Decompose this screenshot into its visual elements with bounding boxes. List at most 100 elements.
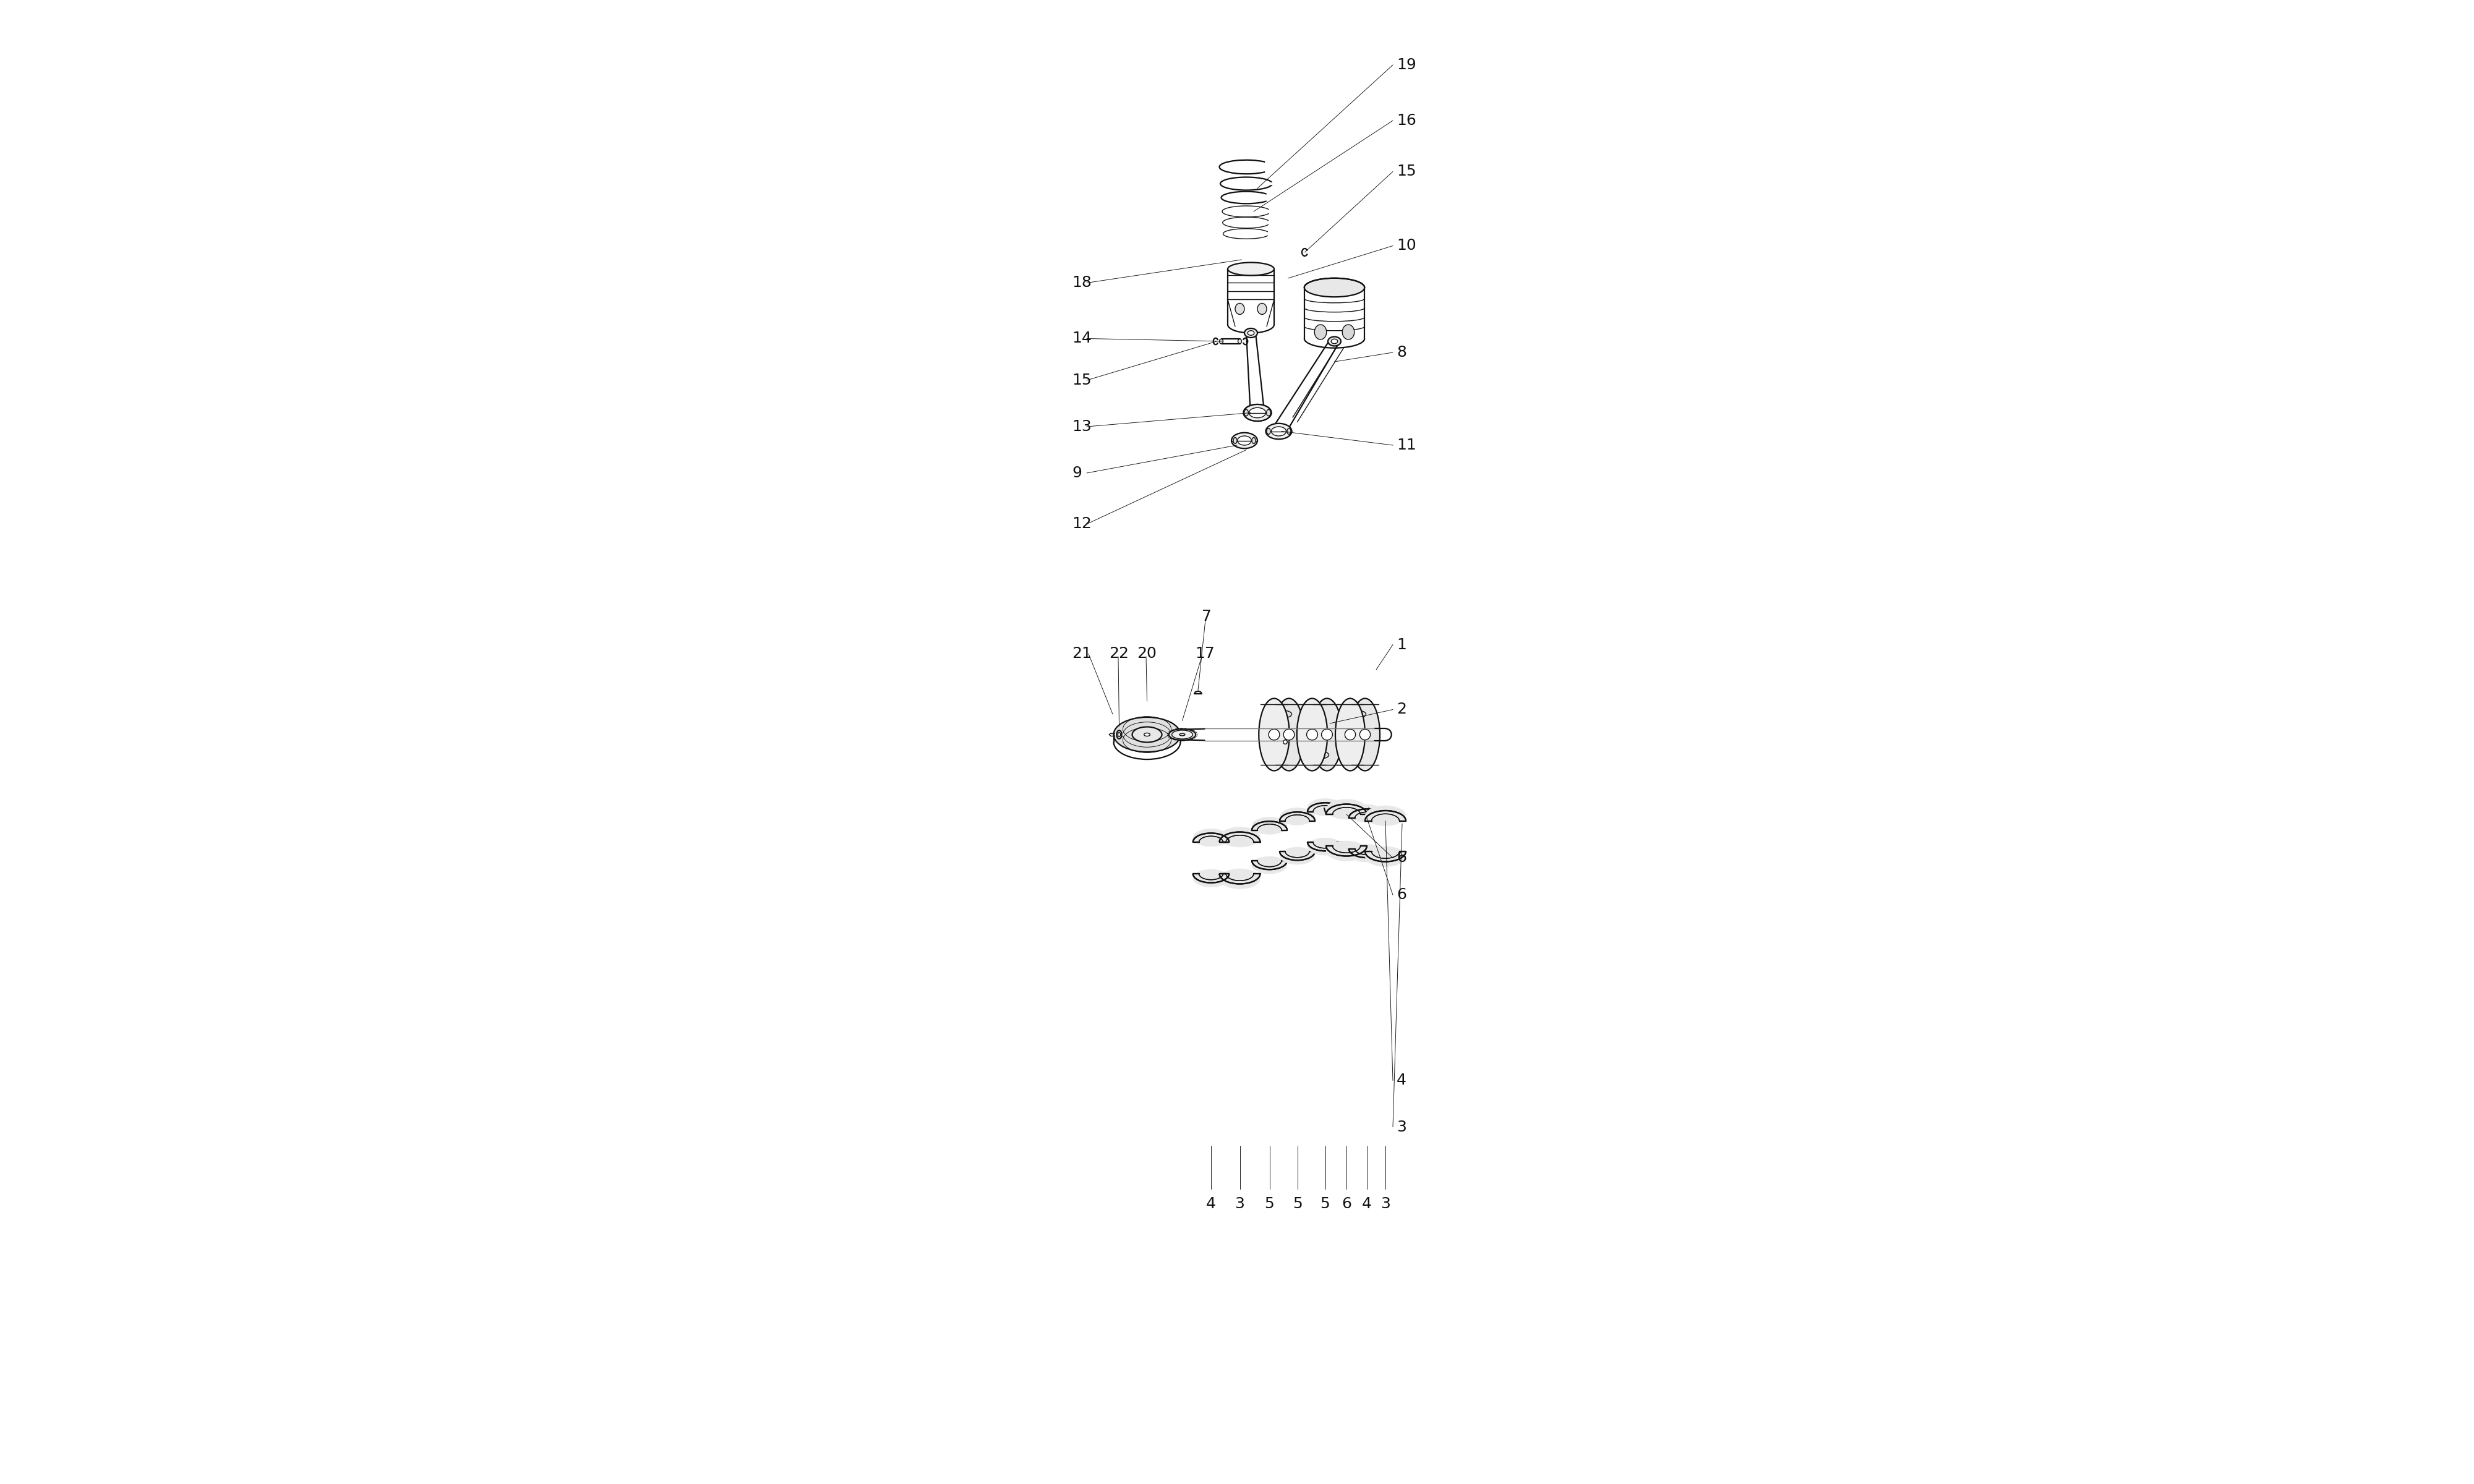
Ellipse shape (1351, 699, 1380, 770)
Text: 15: 15 (1395, 165, 1415, 180)
Ellipse shape (1180, 733, 1185, 736)
Ellipse shape (1259, 699, 1289, 770)
Ellipse shape (1232, 433, 1257, 448)
Circle shape (1306, 729, 1319, 741)
Text: 6: 6 (1341, 1196, 1351, 1211)
Ellipse shape (1326, 841, 1366, 861)
Ellipse shape (1217, 699, 1247, 770)
Ellipse shape (1326, 798, 1366, 819)
Text: 10: 10 (1395, 239, 1415, 254)
Text: 4: 4 (1395, 1073, 1405, 1088)
Ellipse shape (1306, 798, 1343, 816)
Text: 20: 20 (1138, 647, 1155, 662)
Ellipse shape (1254, 721, 1267, 748)
Ellipse shape (1237, 338, 1242, 344)
Bar (1202, 683, 1385, 787)
Ellipse shape (1252, 816, 1286, 834)
Circle shape (1269, 729, 1279, 741)
Ellipse shape (1314, 325, 1326, 340)
Ellipse shape (1173, 730, 1192, 739)
Ellipse shape (1113, 717, 1180, 752)
Text: 1: 1 (1395, 637, 1405, 651)
Text: 3: 3 (1235, 1196, 1244, 1211)
Text: 5: 5 (1321, 1196, 1331, 1211)
Ellipse shape (1192, 828, 1230, 847)
Ellipse shape (1296, 699, 1329, 770)
Ellipse shape (1279, 847, 1316, 865)
Circle shape (1284, 741, 1286, 743)
Text: 9: 9 (1071, 466, 1081, 481)
Ellipse shape (1267, 410, 1272, 416)
Ellipse shape (1336, 699, 1366, 770)
Ellipse shape (1244, 410, 1249, 416)
Text: 4: 4 (1361, 1196, 1371, 1211)
Ellipse shape (1247, 331, 1254, 335)
Text: 5: 5 (1291, 1196, 1301, 1211)
Ellipse shape (1291, 721, 1306, 748)
Ellipse shape (1192, 870, 1230, 887)
Text: 21: 21 (1071, 647, 1091, 662)
Circle shape (1321, 729, 1333, 741)
Ellipse shape (1366, 846, 1405, 867)
Ellipse shape (1168, 729, 1195, 741)
Ellipse shape (1311, 751, 1329, 758)
Text: 22: 22 (1108, 647, 1128, 662)
Ellipse shape (1366, 806, 1405, 827)
Text: 17: 17 (1195, 647, 1215, 662)
Text: 15: 15 (1071, 372, 1091, 387)
Ellipse shape (1235, 303, 1244, 315)
Ellipse shape (1331, 338, 1338, 344)
Ellipse shape (1249, 408, 1267, 418)
Ellipse shape (1227, 263, 1274, 276)
Text: 7: 7 (1202, 610, 1212, 625)
Ellipse shape (1274, 699, 1304, 770)
Text: 6: 6 (1395, 850, 1405, 865)
Ellipse shape (1329, 337, 1341, 346)
Text: 11: 11 (1395, 438, 1415, 453)
Ellipse shape (1220, 868, 1259, 889)
Ellipse shape (1143, 733, 1150, 736)
Ellipse shape (1232, 438, 1237, 444)
Ellipse shape (1306, 838, 1343, 855)
Ellipse shape (1237, 436, 1252, 445)
Ellipse shape (1235, 751, 1252, 758)
Ellipse shape (1348, 844, 1385, 862)
Text: 8: 8 (1395, 344, 1405, 359)
Ellipse shape (1279, 807, 1316, 825)
Ellipse shape (1274, 711, 1291, 718)
Ellipse shape (1348, 711, 1366, 718)
Ellipse shape (1252, 438, 1257, 444)
Circle shape (1361, 729, 1371, 741)
Ellipse shape (1220, 827, 1259, 847)
Ellipse shape (1348, 804, 1385, 822)
Text: 19: 19 (1395, 58, 1415, 73)
Ellipse shape (1343, 325, 1353, 340)
Ellipse shape (1304, 278, 1366, 297)
Ellipse shape (1333, 721, 1346, 748)
Ellipse shape (1220, 338, 1222, 344)
Ellipse shape (1116, 730, 1121, 739)
Text: 14: 14 (1071, 331, 1091, 346)
Ellipse shape (1272, 427, 1286, 436)
Ellipse shape (1212, 723, 1225, 746)
Ellipse shape (1267, 429, 1272, 435)
Text: 5: 5 (1264, 1196, 1274, 1211)
Ellipse shape (1257, 303, 1267, 315)
Ellipse shape (1235, 699, 1264, 770)
Text: 2: 2 (1395, 702, 1405, 717)
Circle shape (1227, 729, 1237, 741)
Text: 6: 6 (1395, 887, 1405, 902)
Ellipse shape (1286, 429, 1291, 435)
Text: 18: 18 (1071, 276, 1091, 291)
Text: 16: 16 (1395, 113, 1415, 128)
Text: 12: 12 (1071, 516, 1091, 531)
Text: 4: 4 (1207, 1196, 1217, 1211)
Circle shape (1244, 729, 1254, 741)
Text: 3: 3 (1380, 1196, 1390, 1211)
Ellipse shape (1267, 423, 1291, 439)
Circle shape (1284, 729, 1294, 741)
Ellipse shape (1118, 733, 1121, 736)
Ellipse shape (1244, 404, 1272, 421)
Circle shape (1346, 729, 1356, 741)
Ellipse shape (1252, 856, 1286, 874)
